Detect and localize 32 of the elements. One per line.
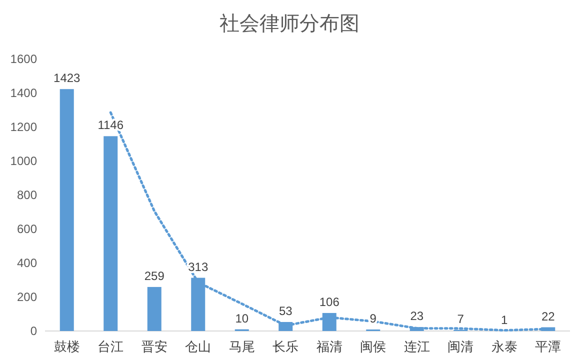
data-label: 53 — [278, 304, 293, 318]
y-tick-label: 0 — [30, 324, 38, 338]
x-tick-label: 晋安 — [141, 339, 168, 354]
x-tick-label: 长乐 — [272, 339, 299, 354]
y-tick-label: 1600 — [10, 52, 38, 66]
y-tick-label: 800 — [16, 188, 38, 202]
data-label: 10 — [235, 311, 249, 326]
x-tick-label: 永泰 — [491, 339, 518, 354]
data-label: 259 — [144, 268, 165, 283]
y-tick-label: 1200 — [10, 120, 38, 134]
data-label: 313 — [188, 260, 208, 274]
x-tick-label: 鼓楼 — [54, 339, 80, 354]
x-tick-label: 闽清 — [448, 339, 474, 354]
data-label: 1423 — [54, 71, 81, 86]
data-label: 22 — [541, 309, 556, 324]
y-tick-label: 1400 — [10, 86, 38, 100]
y-tick-label: 1000 — [10, 154, 38, 168]
y-tick-label: 400 — [16, 256, 38, 270]
data-label: 1 — [501, 312, 508, 327]
x-tick-label: 台江 — [98, 339, 124, 354]
x-tick-label: 平潭 — [535, 339, 562, 354]
x-tick-label: 闽侯 — [360, 339, 386, 354]
data-label: 106 — [319, 294, 340, 309]
x-tick-label: 连江 — [404, 339, 430, 354]
y-tick-label: 200 — [16, 290, 38, 304]
x-tick-label: 马尾 — [228, 339, 255, 354]
x-tick-label: 仓山 — [185, 339, 212, 354]
title: 社会律师分布图 — [220, 13, 360, 35]
y-tick-label: 600 — [16, 222, 38, 236]
x-tick-label: 福清 — [316, 339, 342, 354]
data-label: 23 — [410, 309, 424, 324]
data-label: 7 — [457, 312, 464, 326]
